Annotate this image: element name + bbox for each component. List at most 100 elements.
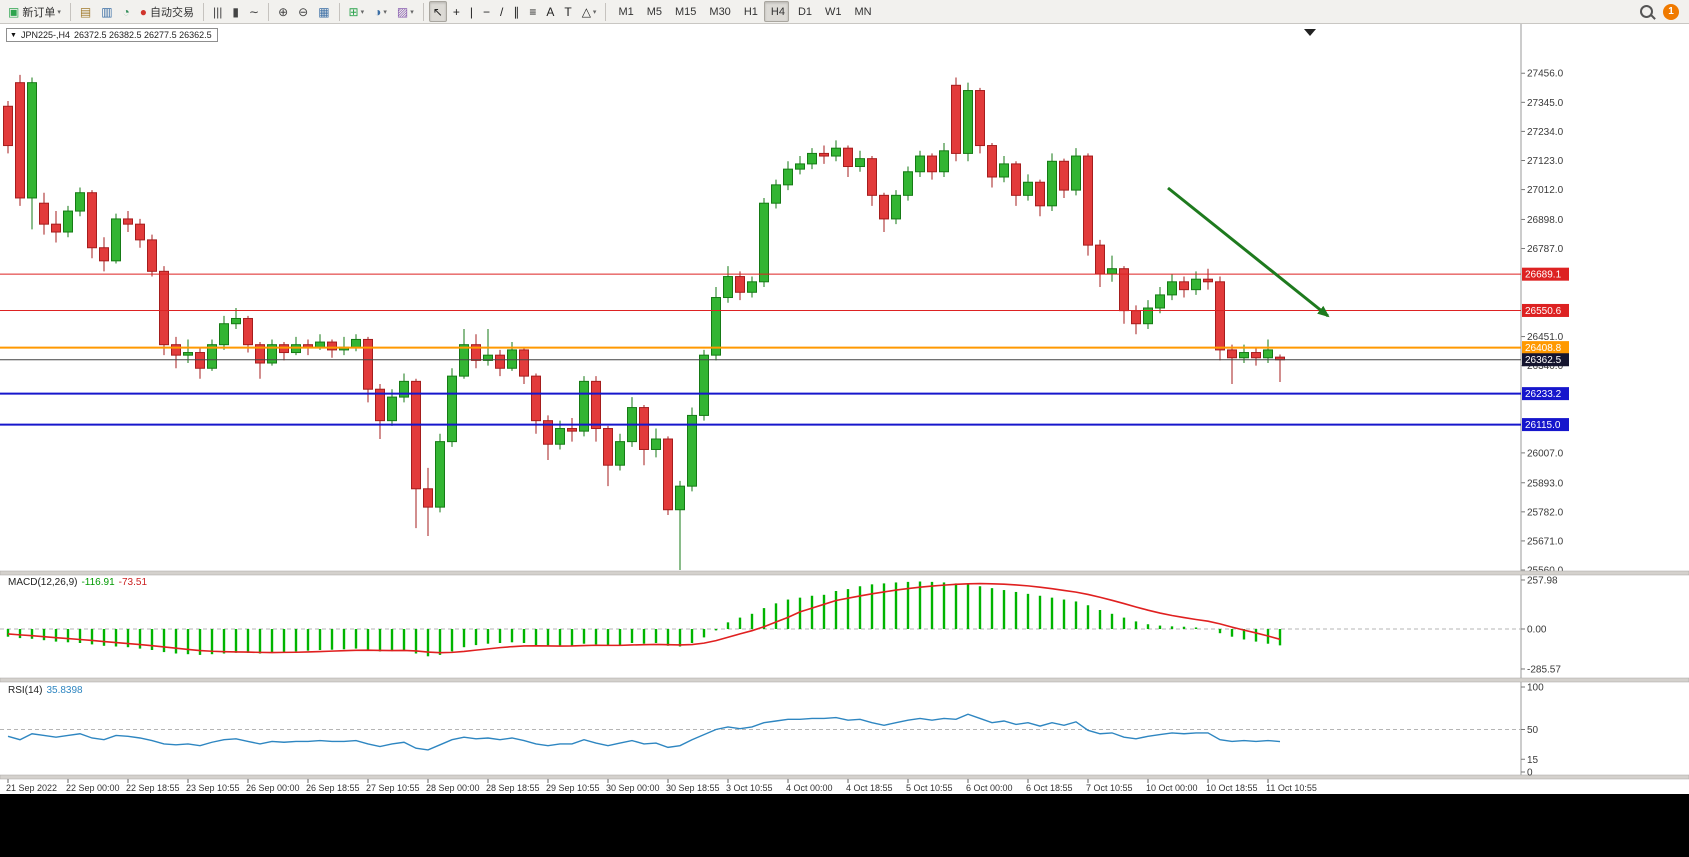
toolbar: ▣ 新订单 ▾ ▤ ▥ ◔ ● 自动交易 ||| ▮ ∼ ⊕ ⊖ ▦ ⊞ ▾ ◑ ▾ ▨ ▾ ↖ + | − / ∥ ≡ A T △ ▾ M1… (0, 0, 1689, 24)
macd-signal-value: -73.51 (118, 577, 148, 588)
strategy-tester-button[interactable]: ◔ (119, 1, 134, 22)
price-tick-label: 25671.0 (1527, 536, 1564, 547)
candle (855, 150, 865, 172)
dropdown-caret-icon: ▾ (360, 8, 365, 16)
crosshair-icon: + (452, 4, 460, 19)
panel-separator[interactable] (0, 677, 1689, 683)
trendline-button[interactable]: / (496, 1, 507, 22)
cursor-icon: ↖ (432, 4, 443, 19)
candle (543, 415, 553, 460)
timeframe-m5[interactable]: M5 (640, 1, 666, 22)
panel-separator[interactable] (0, 774, 1689, 780)
candle (279, 342, 289, 361)
crosshair-button[interactable]: + (449, 1, 464, 22)
candle (195, 347, 205, 379)
time-tick-label: 26 Sep 18:55 (306, 783, 360, 793)
candle (1275, 354, 1285, 383)
price-tick-label: 27012.0 (1527, 185, 1564, 196)
dropdown-caret-icon: ▾ (57, 8, 61, 16)
search-icon[interactable] (1640, 5, 1653, 18)
timeframe-w1[interactable]: W1 (818, 1, 846, 22)
vertical-line-button[interactable]: | (466, 1, 477, 22)
trend-arrow[interactable] (1167, 186, 1330, 318)
new-order-button-label: 新订单 (22, 6, 56, 19)
candle (99, 237, 109, 272)
candle (783, 161, 793, 191)
price-tick-label: 26451.0 (1527, 332, 1564, 343)
chart-canvas[interactable]: 27456.0 27345.0 27234.0 27123.0 27012.0 26898… (0, 24, 1689, 794)
candle (591, 376, 601, 442)
candle (651, 428, 661, 458)
timeframe-h4[interactable]: H4 (763, 1, 789, 22)
arrows-button[interactable]: △ ▾ (578, 1, 601, 22)
candle (147, 234, 157, 277)
candle (3, 101, 13, 154)
candle (1215, 276, 1225, 361)
zoom-in-button[interactable]: ⊕ (274, 1, 292, 22)
cursor-button[interactable]: ↖ (428, 1, 447, 22)
tile-windows-button[interactable]: ▦ (314, 1, 333, 22)
timeframe-m15[interactable]: M15 (668, 1, 700, 22)
time-tick-label: 4 Oct 18:55 (846, 783, 893, 793)
time-tick-label: 27 Sep 10:55 (366, 783, 420, 793)
candle (135, 218, 145, 248)
time-axis[interactable]: 21 Sep 2022 22 Sep 00:00 22 Sep 18:55 23 Se… (6, 779, 1317, 793)
timeframe-m30[interactable]: M30 (702, 1, 734, 22)
fibonacci-button[interactable]: ≡ (525, 1, 540, 22)
charts-button[interactable]: ▤ (76, 1, 95, 22)
macd-main-value: -116.91 (81, 577, 115, 588)
periods-button[interactable]: ◑ ▾ (370, 1, 391, 22)
chart-window[interactable]: 27456.0 27345.0 27234.0 27123.0 27012.0 26898… (0, 24, 1689, 794)
channel-icon: ∥ (513, 4, 520, 19)
candle (579, 376, 589, 437)
rsi-scale-label: 0 (1527, 768, 1533, 779)
chart-shift-marker[interactable] (1304, 29, 1316, 36)
candle (423, 467, 433, 536)
macd-signal-line (7, 582, 1281, 654)
candle (867, 156, 877, 206)
profiles-button[interactable]: ▥ (97, 1, 116, 22)
timeframe-w1-label: W1 (825, 5, 842, 18)
timeframe-mn[interactable]: MN (848, 1, 876, 22)
notification-badge[interactable]: 1 (1663, 3, 1679, 20)
candle (915, 150, 925, 177)
candle (1155, 287, 1165, 314)
candle (219, 315, 229, 350)
autotrading-button[interactable]: ● 自动交易 (136, 1, 198, 22)
candlestick-chart-button[interactable]: ▮ (228, 1, 243, 22)
indicators-button[interactable]: ⊞ ▾ (345, 1, 369, 22)
zoom-out-button[interactable]: ⊖ (294, 1, 312, 22)
price-axis[interactable]: 27456.0 27345.0 27234.0 27123.0 27012.0 26898… (1520, 24, 1564, 778)
timeframe-h1[interactable]: H1 (737, 1, 762, 22)
charts-icon: ▤ (79, 4, 92, 19)
candle (207, 339, 217, 371)
candle (1059, 158, 1069, 198)
price-badge-label: 26689.1 (1525, 270, 1562, 281)
collapse-icon[interactable]: ▼ (10, 31, 17, 39)
candle (975, 87, 985, 154)
bar-chart-button[interactable]: ||| (209, 1, 226, 22)
line-chart-button[interactable]: ∼ (245, 1, 263, 22)
candle (111, 213, 121, 264)
price-badge (1522, 353, 1569, 367)
rsi-scale-label: 50 (1527, 725, 1539, 736)
candle (171, 336, 181, 369)
horizontal-line-button[interactable]: − (479, 1, 494, 22)
fibonacci-icon: ≡ (529, 4, 537, 19)
trendline-icon: / (499, 4, 504, 19)
toolbar-separator (338, 2, 340, 21)
timeframe-m1[interactable]: M1 (611, 1, 637, 22)
channel-button[interactable]: ∥ (509, 1, 523, 22)
candle (1131, 305, 1141, 335)
panel-separator[interactable] (0, 570, 1689, 576)
timeframe-m15-label: M15 (675, 5, 697, 18)
toolbar-group: ⊕ ⊖ ▦ (273, 1, 334, 22)
text-label-button[interactable]: T (560, 1, 575, 22)
new-order-button[interactable]: ▣ 新订单 ▾ (4, 1, 65, 22)
templates-button[interactable]: ▨ ▾ (393, 1, 418, 22)
text-button[interactable]: A (542, 1, 558, 22)
bar-chart-icon: ||| (213, 4, 223, 19)
timeframe-d1[interactable]: D1 (791, 1, 816, 22)
time-tick-label: 11 Oct 10:55 (1266, 783, 1317, 793)
